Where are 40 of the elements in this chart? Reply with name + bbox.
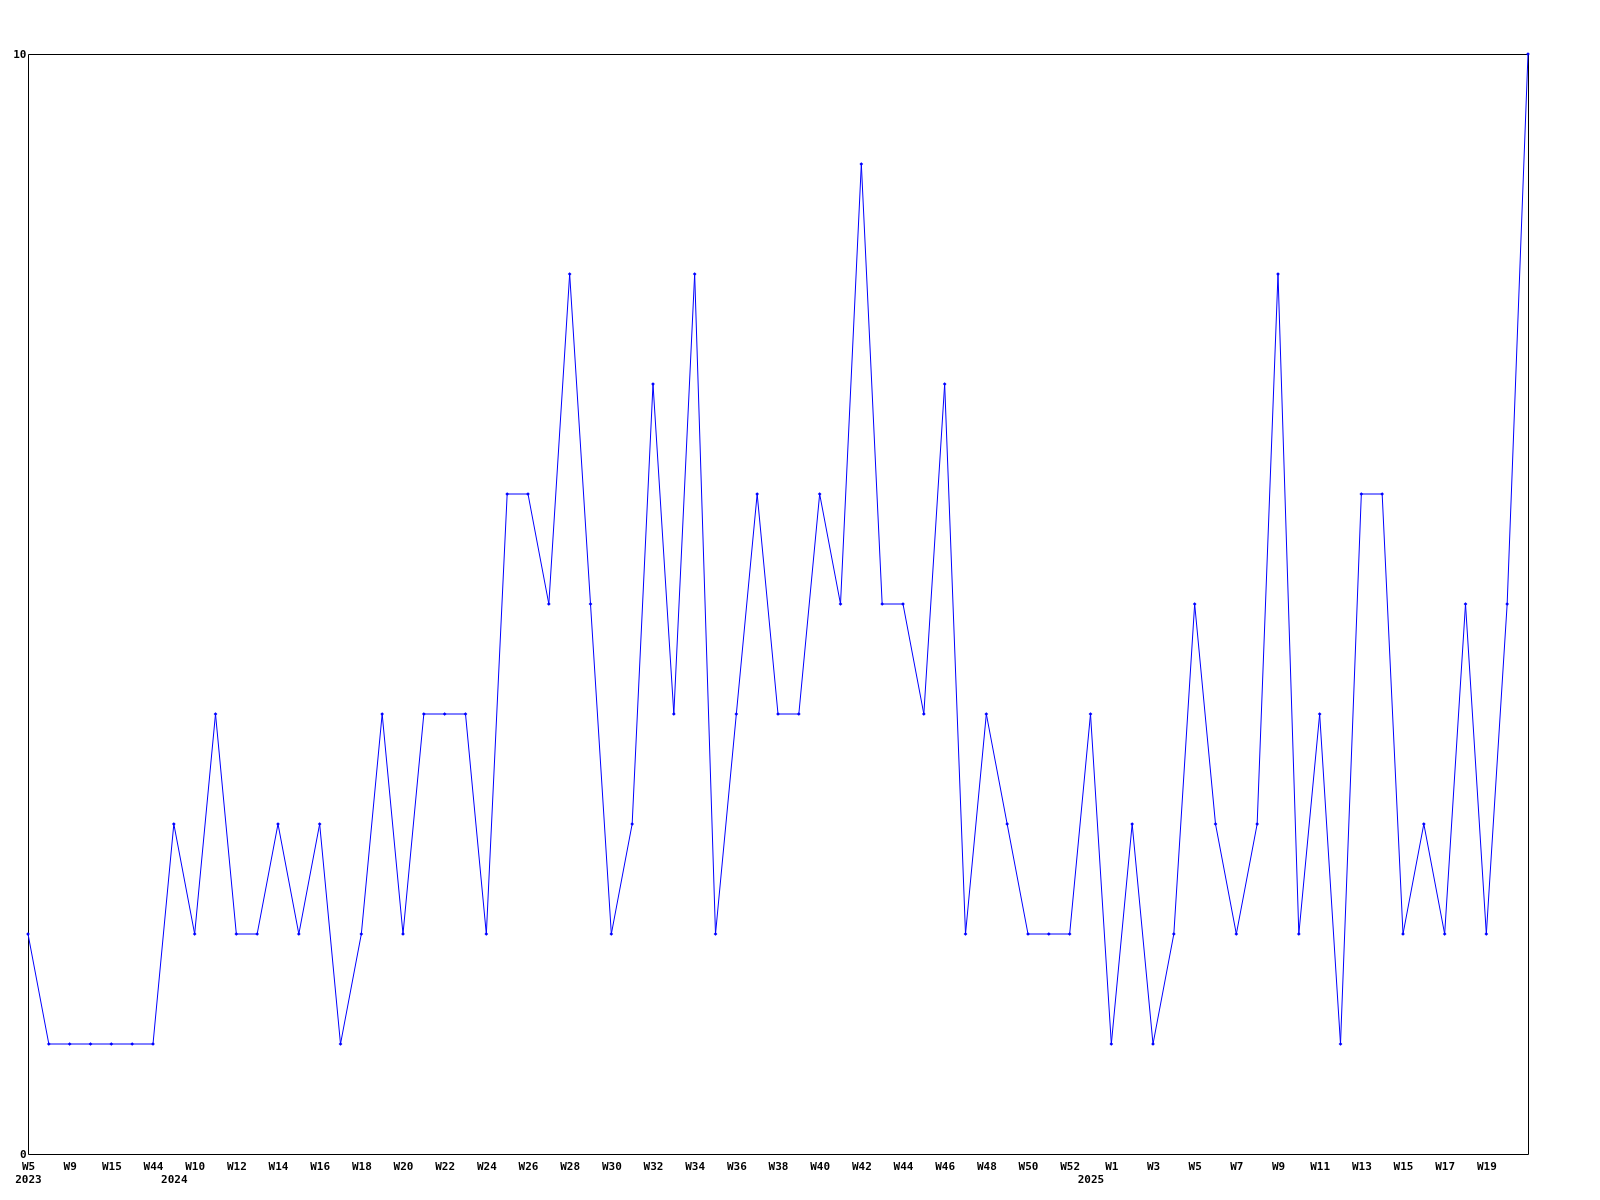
x-tick-label: W13	[1351, 1159, 1372, 1173]
x-tick-label: 2025	[1077, 1172, 1105, 1186]
x-tick-label: W42	[851, 1159, 872, 1173]
x-tick-label: W38	[768, 1159, 789, 1173]
x-tick-label: W20	[393, 1159, 414, 1173]
x-tick-label: W34	[685, 1159, 706, 1173]
x-tick-label: W50	[1018, 1159, 1039, 1173]
x-tick-label: W5 2023	[15, 1159, 42, 1186]
x-tick-label: W48	[976, 1159, 997, 1173]
x-tick-label: W3	[1146, 1159, 1161, 1173]
x-tick-label: W10	[185, 1159, 206, 1173]
x-tick-label: W1	[1105, 1159, 1119, 1173]
x-tick-label: W17	[1435, 1159, 1456, 1173]
x-tick-label: W40	[810, 1159, 831, 1173]
x-tick-label: W28	[560, 1159, 581, 1173]
x-tick-label: W30	[601, 1159, 622, 1173]
x-tick-label: W14	[268, 1159, 289, 1173]
x-tick-label: W44	[143, 1159, 164, 1173]
x-tick-label: W22	[435, 1159, 456, 1173]
x-tick-label: W32	[643, 1159, 664, 1173]
x-tick-label: W44	[893, 1159, 914, 1173]
x-tick-label: W9	[1271, 1159, 1286, 1173]
x-tick-label: W52	[1060, 1159, 1081, 1173]
x-tick-label: W15	[1393, 1159, 1414, 1173]
x-tick-label: W26	[518, 1159, 539, 1173]
x-tick-label: W46	[935, 1159, 956, 1173]
x-tick-label: W19	[1476, 1159, 1497, 1173]
x-tick-label: W12	[226, 1159, 247, 1173]
x-tick-label: 2024	[161, 1172, 188, 1186]
x-tick-label: W18	[351, 1159, 372, 1173]
x-tick-label: W7	[1230, 1159, 1244, 1173]
x-tick-label: W16	[310, 1159, 331, 1173]
y-tick-label: 10	[13, 47, 27, 61]
x-tick-label: W36	[726, 1159, 748, 1173]
x-tick-label: W15	[101, 1159, 122, 1173]
x-tick-label: W24	[476, 1159, 498, 1173]
x-tick-label: W11	[1310, 1159, 1331, 1173]
x-tick-label: W9	[63, 1159, 77, 1173]
y-tick-label: 0	[19, 1147, 27, 1161]
x-tick-label: W5	[1188, 1159, 1202, 1173]
